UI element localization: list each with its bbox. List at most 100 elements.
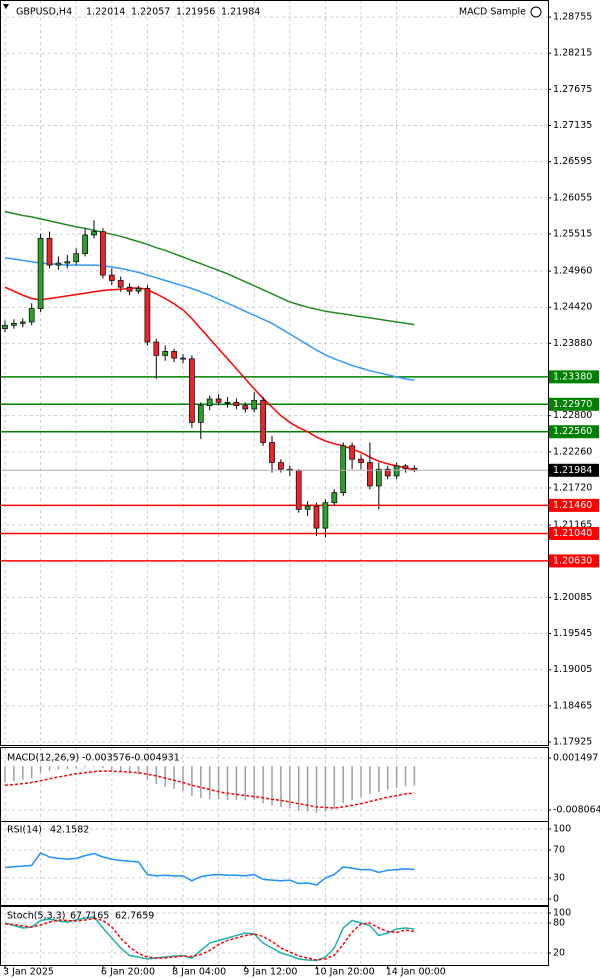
level-label: 1.23380 xyxy=(553,371,592,382)
macd-bar xyxy=(217,766,220,800)
level-label: 1.22560 xyxy=(553,426,592,437)
candle-body xyxy=(278,462,284,470)
ohlc-high: 1.22057 xyxy=(131,7,170,18)
candle-body xyxy=(171,351,177,359)
macd-bar xyxy=(200,766,202,798)
indicator-line xyxy=(4,210,415,326)
x-tick-label: 8 Jan 04:00 xyxy=(172,967,226,978)
macd-bar xyxy=(93,766,95,767)
rsi-frame xyxy=(0,821,549,906)
macd-bar xyxy=(84,766,86,768)
candle-body xyxy=(358,458,364,463)
candle-body xyxy=(349,445,355,460)
macd-bar xyxy=(173,766,175,789)
macd-bar xyxy=(289,766,291,809)
macd-bar xyxy=(297,766,300,811)
candle-body xyxy=(37,237,44,309)
candle-body xyxy=(11,322,17,326)
candle-body xyxy=(242,405,249,410)
y-tick-label: 1.18465 xyxy=(553,700,592,711)
candle-body xyxy=(117,280,124,288)
macd-bar xyxy=(244,766,247,801)
y-tick-label: 20 xyxy=(553,948,565,959)
level-label-box xyxy=(549,397,599,411)
menu-arrow[interactable] xyxy=(3,4,9,9)
candle-body xyxy=(46,237,53,266)
candle-body xyxy=(162,351,169,356)
price-label-box xyxy=(549,463,599,477)
macd-bar xyxy=(226,766,229,800)
candle-body xyxy=(55,262,62,266)
macd-bar xyxy=(66,766,69,769)
y-tick-label: 1.24420 xyxy=(553,302,592,313)
candle-body xyxy=(322,502,329,529)
macd-bar xyxy=(280,766,282,807)
macd-bar xyxy=(102,766,104,769)
y-tick-label: 1.22800 xyxy=(553,410,592,421)
indicator-line xyxy=(4,917,415,961)
y-tick-label: 70 xyxy=(553,845,565,856)
y-tick-label: 1.26055 xyxy=(553,192,592,203)
y-tick-label: 80 xyxy=(553,918,565,929)
macd-bar xyxy=(360,766,362,798)
y-tick-label: 1.20085 xyxy=(553,592,592,603)
macd-bar xyxy=(4,766,6,783)
macd-bar xyxy=(378,766,380,793)
symbol: GBPUSD,H4 xyxy=(16,7,72,18)
y-tick-label: 1.19005 xyxy=(553,664,592,675)
macd-bar xyxy=(22,766,24,780)
stoch-title: Stoch(5,3,3) xyxy=(7,911,65,922)
candle-body xyxy=(180,357,186,360)
x-tick-label: 10 Jan 20:00 xyxy=(315,967,375,978)
level-label-box xyxy=(549,526,599,540)
labels: GBPUSD,H4 1.22014 1.22057 1.21956 1.2198… xyxy=(3,4,600,978)
macd-bar xyxy=(342,766,344,804)
macd-bar xyxy=(119,766,122,772)
y-tick-label: 100 xyxy=(553,908,571,919)
candle-body xyxy=(340,445,347,494)
candle-body xyxy=(19,321,26,324)
y-tick-label: 30 xyxy=(553,873,565,884)
indicator-line xyxy=(4,256,415,381)
stoch-main-value: 67.7165 xyxy=(70,911,109,922)
macd-bar xyxy=(57,766,60,770)
macd-bar xyxy=(253,766,255,800)
x-tick-label: 14 Jan 00:00 xyxy=(386,967,446,978)
macd-bar xyxy=(351,766,353,800)
y-tick-label: 1.27675 xyxy=(553,84,592,95)
macd-bar xyxy=(333,766,336,809)
y-tick-label: 1.17925 xyxy=(553,736,592,747)
level-label-box xyxy=(549,554,599,568)
macd-bar xyxy=(39,766,42,773)
candle-body xyxy=(393,465,400,477)
rsi-value: 42.1582 xyxy=(50,825,89,836)
candle-body xyxy=(2,324,8,330)
candle-body xyxy=(153,341,160,356)
candle-body xyxy=(269,442,275,463)
expert-icon[interactable] xyxy=(530,6,542,18)
macd-bar xyxy=(182,766,184,791)
level-label-box xyxy=(549,498,599,512)
macd-value: -0.003576 xyxy=(82,753,131,764)
macd-bar xyxy=(191,766,193,797)
macd-title: MACD(12,26,9) xyxy=(7,753,79,764)
main-frame xyxy=(0,0,549,746)
candle-body xyxy=(215,398,222,403)
y-tick-label: 1.21165 xyxy=(553,520,592,531)
macd-bar xyxy=(315,766,318,813)
ohlc-open: 1.22014 xyxy=(86,7,125,18)
candle-body xyxy=(82,234,88,255)
candle-body xyxy=(189,358,195,423)
level-label: 1.22970 xyxy=(553,399,592,410)
candle-body xyxy=(313,505,320,529)
macd-bar xyxy=(262,766,264,804)
macd-bar xyxy=(306,766,309,812)
candle-body xyxy=(295,470,302,510)
candle-body xyxy=(135,288,142,292)
candle-body xyxy=(28,308,35,323)
macd-bar xyxy=(386,766,389,790)
y-tick-label: 0.001497 xyxy=(553,753,598,764)
y-tick-label: 1.23880 xyxy=(553,338,592,349)
macd-bar xyxy=(48,766,51,771)
